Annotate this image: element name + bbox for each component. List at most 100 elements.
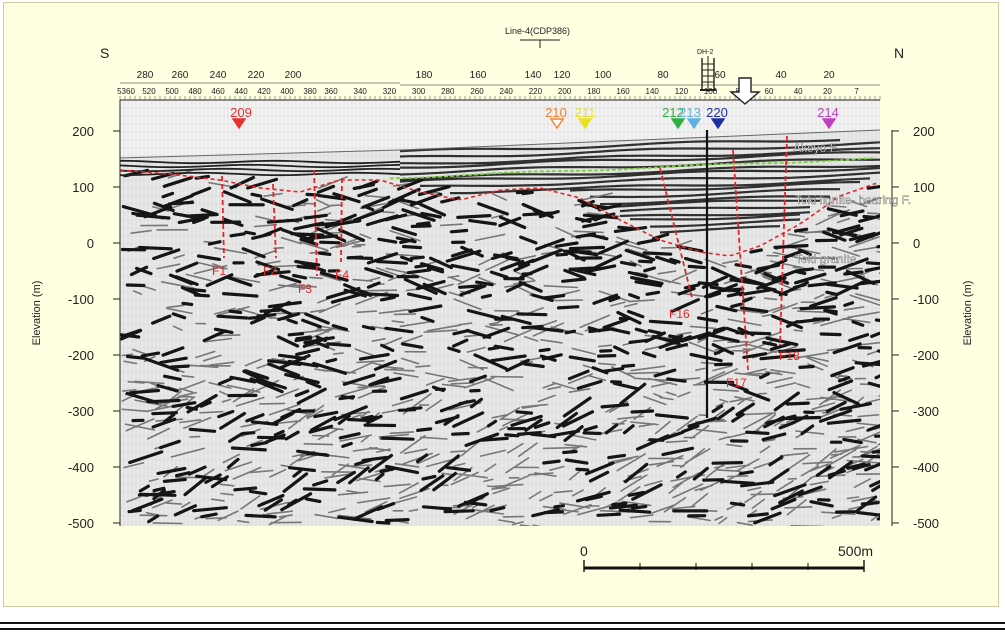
cdp-minor-tick-label: 200 <box>558 87 572 96</box>
borehole-label: 220 <box>706 105 728 120</box>
scale-bar-end-label: 500m <box>838 543 873 559</box>
elevation-ticks: 200 200 100 100 0 0 -100 -100 -200 -200 -300 -300 -4… <box>68 124 939 531</box>
cdp-minor-tick-label: 5360 <box>117 87 135 96</box>
cdp-minor-tick-label: 360 <box>324 87 338 96</box>
scale-bar-start-label: 0 <box>580 543 588 559</box>
fault-line <box>221 175 225 259</box>
cdp-tick-label: 240 <box>210 70 227 81</box>
elevation-tick-label-right: -100 <box>913 292 939 307</box>
cdp-minor-tick-label: 180 <box>587 87 601 96</box>
elevation-tick-label-left: 0 <box>87 236 94 251</box>
elevation-tick-label-right: -300 <box>913 404 939 419</box>
seismic-reflection-texture <box>120 100 880 526</box>
elevation-tick-label-right: 100 <box>913 180 935 195</box>
cdp-minor-tick-label: 120 <box>675 87 689 96</box>
cdp-minor-tick-label: 100 <box>704 87 718 96</box>
borehole-dh2-label: DH-2 <box>697 49 713 56</box>
line-label: Line-4(CDP386) <box>505 26 570 36</box>
cdp-minor-tick-label: 260 <box>470 87 484 96</box>
fault-label-f17: F17 <box>726 376 747 390</box>
cdp-tick-label: 60 <box>714 70 726 81</box>
cdp-tick-label: 280 <box>137 70 154 81</box>
elevation-tick-label-right: 0 <box>913 236 920 251</box>
borehole-label: 214 <box>817 105 839 120</box>
arrow-down-icon <box>729 77 761 105</box>
formation-label-toki-lignite: Toki lignite- bearing F. <box>795 193 911 207</box>
cdp-minor-tick-label: 460 <box>211 87 225 96</box>
cdp-tick-label: 220 <box>248 70 265 81</box>
cdp-minor-tick-label: 220 <box>529 87 543 96</box>
elevation-tick-label-right: -400 <box>913 460 939 475</box>
fault-label-f1: F1 <box>212 264 226 278</box>
seismic-section-figure: 280 260 240 220 200 180 160 140 120 100 80 60 40 2053… <box>31 26 974 572</box>
elevation-tick-label-left: -500 <box>68 516 94 531</box>
elevation-tick-label-right: -200 <box>913 348 939 363</box>
direction-south: S <box>100 45 109 61</box>
formation-label-toki-granite: Toki granite <box>795 252 857 266</box>
cdp-axis: 280 260 240 220 200 180 160 140 120 100 80 60 40 20 53… <box>117 70 881 101</box>
borehole-marker <box>231 118 247 130</box>
borehole-label: 212 <box>662 105 684 120</box>
borehole-label: 210 <box>545 105 567 120</box>
fault-line <box>272 183 277 259</box>
cdp-minor-tick-label: 160 <box>616 87 630 96</box>
cdp-minor-tick-label: 380 <box>303 87 317 96</box>
cdp-minor-tick-label: 7 <box>854 87 859 96</box>
borehole-marker <box>821 118 837 130</box>
elevation-tick-label-right: 200 <box>913 124 935 139</box>
elevation-tick-label-left: -400 <box>68 460 94 475</box>
geology-interpretation <box>120 129 880 371</box>
cdp-tick-label: 200 <box>285 70 302 81</box>
fault-label-f2: F2 <box>263 264 277 278</box>
cdp-minor-tick-label: 500 <box>165 87 179 96</box>
cdp-tick-label: 80 <box>657 70 669 81</box>
cdp-minor-tick-label: 60 <box>765 87 774 96</box>
elevation-tick-label-left: -100 <box>68 292 94 307</box>
cdp-minor-tick-label: 280 <box>441 87 455 96</box>
y-axis-label-left: Elevation (m) <box>31 281 43 346</box>
direction-north: N <box>894 45 904 61</box>
cdp-minor-tick-label: 440 <box>234 87 248 96</box>
cdp-tick-label: 260 <box>172 70 189 81</box>
cdp-minor-tick-label: 420 <box>257 87 271 96</box>
elevation-tick-label-left: -200 <box>68 348 94 363</box>
borehole-marker <box>577 118 593 130</box>
elevation-tick-label-left: 200 <box>72 124 94 139</box>
cdp-minor-tick-label: 520 <box>142 87 156 96</box>
borehole-label: 209 <box>230 105 252 120</box>
drilling-rig-icon <box>700 56 716 92</box>
cdp-minor-tick-label: 240 <box>500 87 514 96</box>
formation-label-akeyo: Akeyo F. <box>793 141 839 155</box>
scale-bar <box>583 560 865 572</box>
cdp-tick-label: 20 <box>823 70 835 81</box>
cdp-minor-tick-label: 140 <box>646 87 660 96</box>
y-axis-label-right: Elevation (m) <box>962 281 974 346</box>
fault-line <box>779 135 788 346</box>
fault-label-f3: F3 <box>298 282 312 296</box>
cdp-minor-tick-label: 20 <box>823 87 832 96</box>
cdp-tick-label: 160 <box>470 70 487 81</box>
cdp-minor-tick-label: 400 <box>280 87 294 96</box>
elevation-tick-label-left: 100 <box>72 180 94 195</box>
fault-label-f16: F16 <box>669 307 690 321</box>
fault-line <box>659 167 693 299</box>
fault-label-f4: F4 <box>335 268 349 282</box>
borehole-label: 213 <box>679 105 701 120</box>
borehole-marker <box>686 118 702 130</box>
divider-line <box>0 628 1005 630</box>
cdp-minor-tick-label: 40 <box>794 87 803 96</box>
fault-line <box>313 169 318 277</box>
elevation-tick-label-left: -300 <box>68 404 94 419</box>
borehole-marker <box>710 118 726 130</box>
elevation-tick-label-right: -500 <box>913 516 939 531</box>
borehole-marker <box>549 118 565 130</box>
cdp-tick-label: 180 <box>416 70 433 81</box>
divider-line <box>0 622 1005 624</box>
fault-label-f18: F18 <box>779 349 800 363</box>
cdp-minor-tick-label: 300 <box>412 87 426 96</box>
fault-line <box>340 177 343 263</box>
borehole-marker <box>670 118 686 130</box>
cdp-minor-tick-label: 480 <box>188 87 202 96</box>
cdp-minor-tick-label: 320 <box>383 87 397 96</box>
